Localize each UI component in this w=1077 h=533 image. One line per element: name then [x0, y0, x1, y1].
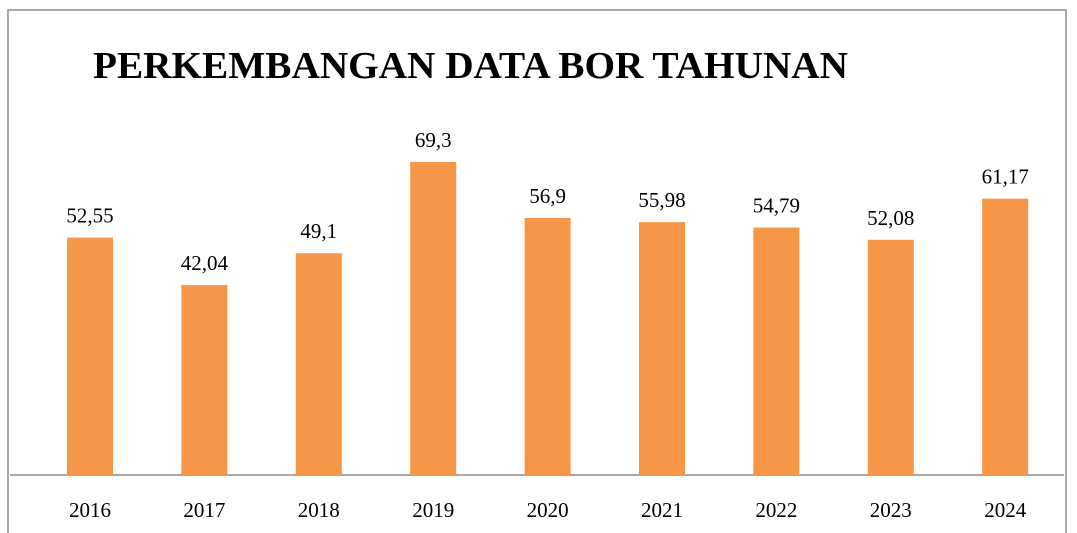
- x-tick-label: 2024: [984, 498, 1027, 522]
- bar: [639, 222, 685, 475]
- frame: [7, 9, 1067, 533]
- x-tick-label: 2021: [641, 498, 683, 522]
- bar: [982, 198, 1029, 475]
- data-label: 69,3: [415, 128, 452, 152]
- data-label: 49,1: [300, 219, 337, 243]
- x-tick-label: 2018: [298, 498, 340, 522]
- chart-title: PERKEMBANGAN DATA BOR TAHUNAN: [93, 45, 848, 87]
- bar: [295, 253, 342, 475]
- data-label: 61,17: [982, 165, 1029, 189]
- bar: [67, 237, 113, 475]
- data-label: 52,08: [867, 206, 914, 230]
- x-tick-label: 2020: [527, 498, 569, 522]
- x-tick-label: 2019: [412, 498, 454, 522]
- data-label: 56,9: [529, 184, 566, 208]
- bar: [410, 161, 457, 475]
- bar: [753, 227, 800, 475]
- x-tick-label: 2022: [755, 498, 797, 522]
- data-label: 42,04: [181, 251, 229, 275]
- x-tick-label: 2016: [69, 498, 111, 522]
- data-label: 54,79: [753, 194, 800, 218]
- bar: [867, 239, 914, 475]
- x-tick-label: 2023: [870, 498, 912, 522]
- x-tick-label: 2017: [183, 498, 225, 522]
- data-label: 55,98: [638, 188, 685, 212]
- bar: [524, 217, 571, 475]
- data-label: 52,55: [66, 204, 113, 228]
- bar: [181, 285, 228, 475]
